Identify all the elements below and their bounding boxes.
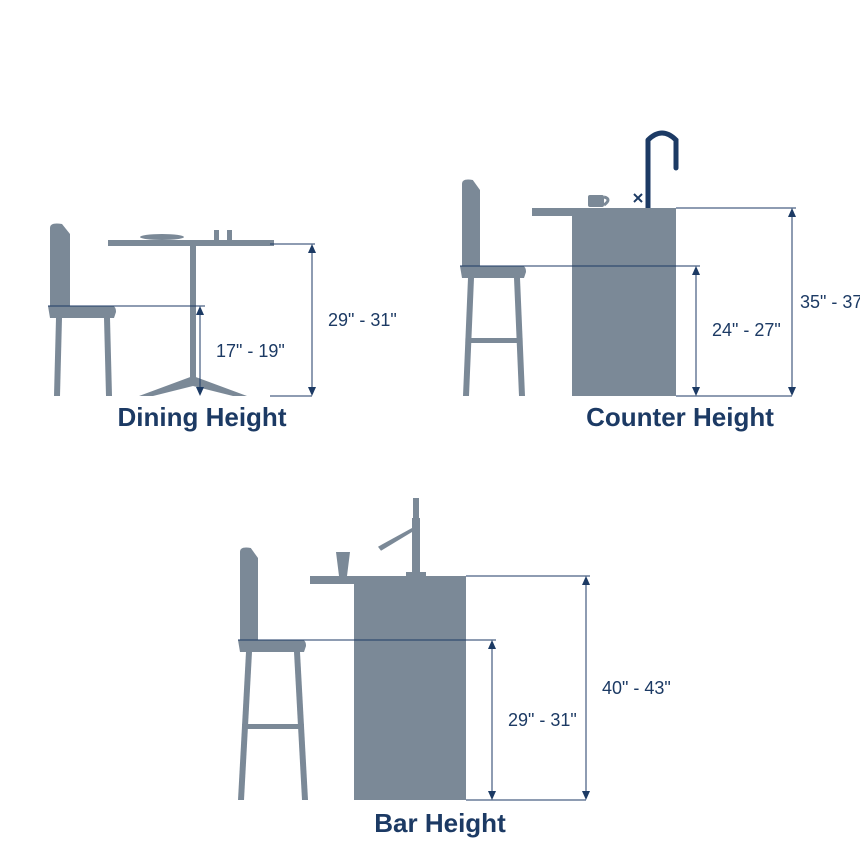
bar-seat-dim-label: 29" - 31" xyxy=(508,710,577,731)
counter-title: Counter Height xyxy=(560,402,800,433)
counter-seat-dim-label: 24" - 27" xyxy=(712,320,781,341)
dining-seat-dim-label: 17" - 19" xyxy=(216,341,285,362)
dining-table-dim-label: 29" - 31" xyxy=(328,310,397,331)
dining-title: Dining Height xyxy=(92,402,312,433)
bar-top-dim-label: 40" - 43" xyxy=(602,678,671,699)
bar-title: Bar Height xyxy=(340,808,540,839)
counter-top-dim-label: 35" - 37" xyxy=(800,292,860,313)
